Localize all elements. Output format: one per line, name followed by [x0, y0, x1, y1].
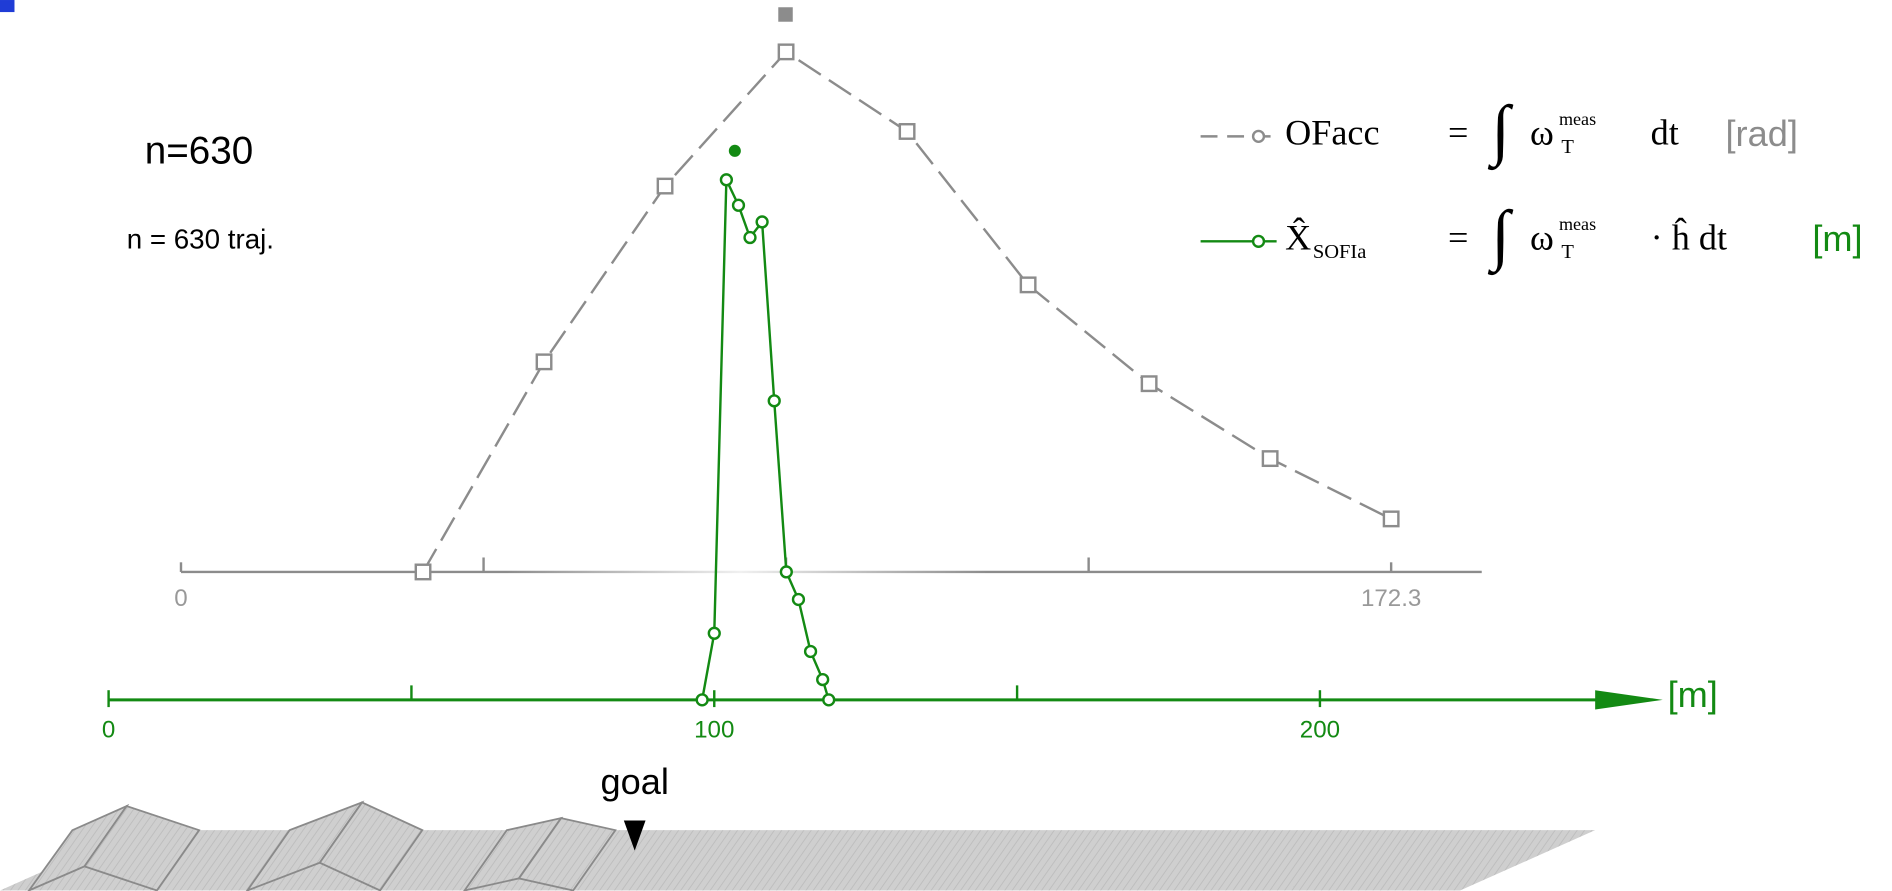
data-point: [414, 563, 432, 581]
data-point: [1019, 276, 1037, 294]
data-point: [1140, 375, 1158, 393]
legend-formula: =: [1448, 218, 1468, 258]
legend-formula: ω: [1530, 218, 1554, 258]
x-axis-label: [m]: [1668, 674, 1718, 715]
legend-formula: T: [1561, 241, 1574, 263]
legend-formula: T: [1561, 136, 1574, 158]
peak-indicator: [728, 144, 741, 157]
data-point: [777, 43, 795, 61]
legend-label: X̂: [1285, 217, 1311, 258]
data-point: [767, 394, 781, 408]
x-tick-label: 0: [174, 585, 187, 612]
legend-label-sub: SOFIa: [1313, 241, 1367, 263]
peak-indicator: [778, 7, 793, 22]
legend-unit: [rad]: [1725, 113, 1797, 154]
data-point: [803, 644, 818, 659]
legend-formula: meas: [1559, 214, 1596, 234]
goal-label: goal: [600, 761, 668, 802]
legend-formula: dt: [1651, 113, 1679, 153]
x-tick-label: 172.3: [1361, 585, 1421, 612]
data-point: [898, 123, 916, 140]
legend-formula: · ĥ dt: [1651, 218, 1727, 258]
data-point: [791, 592, 806, 607]
legend-formula: ω: [1530, 113, 1554, 153]
legend-formula: ∫: [1487, 197, 1514, 276]
data-point: [1251, 129, 1266, 143]
data-point: [695, 693, 709, 707]
data-point: [1251, 234, 1266, 248]
legend-formula: ∫: [1487, 92, 1514, 171]
data-point: [779, 565, 793, 579]
corridor: [0, 800, 1596, 891]
legend-formula: =: [1448, 113, 1468, 153]
data-point: [743, 230, 757, 245]
n-traj-label: n = 630 traj.: [127, 224, 274, 255]
axis-arrow: [1595, 690, 1663, 710]
legend-formula: meas: [1559, 109, 1596, 129]
legend-label: OFacc: [1285, 113, 1379, 153]
data-point: [707, 626, 721, 640]
series-line: [700, 179, 830, 701]
data-point: [719, 173, 734, 187]
x-tick-label: 0: [102, 717, 115, 744]
data-point: [1382, 510, 1400, 528]
n-label: n=630: [145, 129, 253, 172]
data-point: [755, 215, 769, 229]
data-point: [731, 198, 746, 212]
data-point: [822, 693, 836, 707]
legend-unit: [m]: [1812, 218, 1862, 259]
data-point: [1261, 450, 1279, 468]
x-tick-label: 100: [694, 717, 734, 744]
data-point: [656, 177, 674, 195]
x-tick-label: 200: [1300, 717, 1340, 744]
data-point: [535, 353, 553, 371]
title-fragment: [0, 0, 15, 13]
data-point: [816, 672, 830, 687]
